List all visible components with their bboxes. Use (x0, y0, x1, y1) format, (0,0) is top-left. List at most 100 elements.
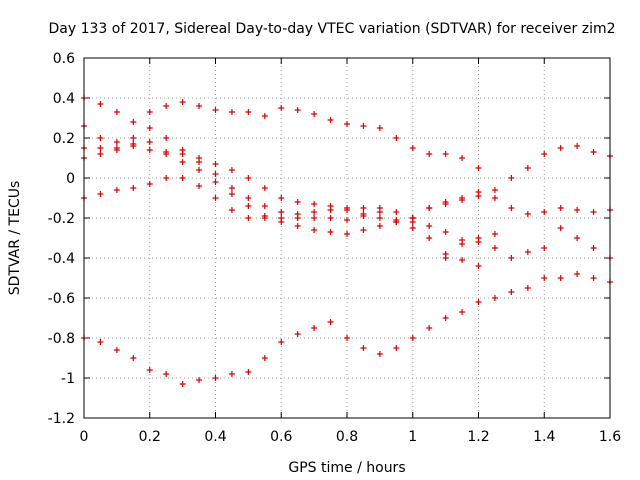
data-point (130, 355, 137, 361)
data-point (442, 255, 449, 261)
y-tick-label: 0.2 (53, 131, 75, 147)
data-point (344, 205, 350, 211)
data-point (245, 195, 252, 201)
data-point (442, 151, 449, 157)
data-point (179, 151, 186, 157)
data-point (261, 203, 268, 209)
y-tick-label: -0.2 (48, 211, 75, 227)
data-point (508, 205, 515, 211)
data-point (113, 145, 120, 151)
data-point (344, 217, 350, 223)
data-point (442, 201, 449, 207)
data-point (294, 215, 301, 221)
data-point (557, 225, 564, 231)
data-point (294, 223, 301, 229)
data-point (557, 205, 564, 211)
data-point (393, 209, 400, 215)
y-tick-label: 0.6 (53, 51, 75, 67)
x-tick-label: 1 (408, 429, 417, 445)
data-point (278, 209, 285, 215)
data-point (261, 185, 268, 191)
data-point (212, 179, 219, 185)
data-point (97, 191, 104, 197)
data-point (294, 331, 301, 337)
data-point (245, 215, 252, 221)
data-point (113, 187, 120, 193)
data-point (311, 325, 318, 331)
data-point (491, 231, 498, 237)
x-tick-label: 0.8 (336, 429, 358, 445)
data-point (130, 143, 137, 149)
data-point (311, 209, 318, 215)
y-tick-label: -1 (61, 371, 75, 387)
data-point (245, 109, 252, 115)
data-point (459, 155, 466, 161)
x-tick-label: 0.6 (270, 429, 292, 445)
data-point (179, 175, 186, 181)
y-tick-label: -0.8 (48, 331, 75, 347)
data-point (590, 245, 597, 251)
data-points (81, 95, 613, 387)
data-point (574, 143, 581, 149)
data-point (459, 241, 466, 247)
data-point (360, 345, 367, 351)
data-point (261, 113, 268, 119)
data-point (541, 209, 548, 215)
data-point (475, 235, 482, 241)
data-point (146, 139, 153, 145)
data-point (146, 147, 153, 153)
data-point (393, 219, 400, 225)
data-point (426, 151, 433, 157)
data-point (146, 125, 153, 131)
data-point (261, 215, 268, 221)
data-point (541, 151, 548, 157)
data-point (475, 165, 482, 171)
data-point (541, 275, 548, 281)
data-point (113, 109, 120, 115)
data-point (442, 229, 449, 235)
data-point (557, 275, 564, 281)
data-point (508, 289, 515, 295)
data-point (196, 377, 203, 383)
data-point (113, 347, 120, 353)
data-point (491, 295, 498, 301)
y-tick-label: -1.2 (48, 411, 75, 427)
data-point (360, 227, 367, 233)
data-point (130, 119, 137, 125)
data-point (376, 215, 383, 221)
x-tick-label: 1.6 (599, 429, 621, 445)
data-point (524, 249, 531, 255)
data-point (491, 245, 498, 251)
data-point (426, 223, 433, 229)
data-point (524, 165, 531, 171)
data-point (459, 309, 466, 315)
data-point (344, 231, 350, 237)
data-point (327, 229, 334, 235)
data-point (212, 107, 219, 113)
data-point (426, 235, 433, 241)
data-point (294, 199, 301, 205)
data-point (508, 255, 515, 261)
data-point (179, 381, 186, 387)
data-point (311, 201, 318, 207)
data-point (344, 335, 350, 341)
data-point (393, 135, 400, 141)
data-point (196, 155, 203, 161)
data-point (212, 195, 219, 201)
data-point (311, 227, 318, 233)
data-point (245, 175, 252, 181)
x-tick-label: 0.2 (139, 429, 161, 445)
data-point (163, 135, 170, 141)
data-point (376, 351, 383, 357)
data-point (228, 371, 235, 377)
data-point (228, 167, 235, 173)
plot-frame (83, 57, 611, 419)
data-point (97, 339, 104, 345)
data-point (409, 335, 416, 341)
data-point (409, 145, 416, 151)
data-point (163, 103, 170, 109)
y-axis-label: SDTVAR / TECUs (7, 181, 23, 296)
data-point (557, 145, 564, 151)
data-point (327, 117, 334, 123)
